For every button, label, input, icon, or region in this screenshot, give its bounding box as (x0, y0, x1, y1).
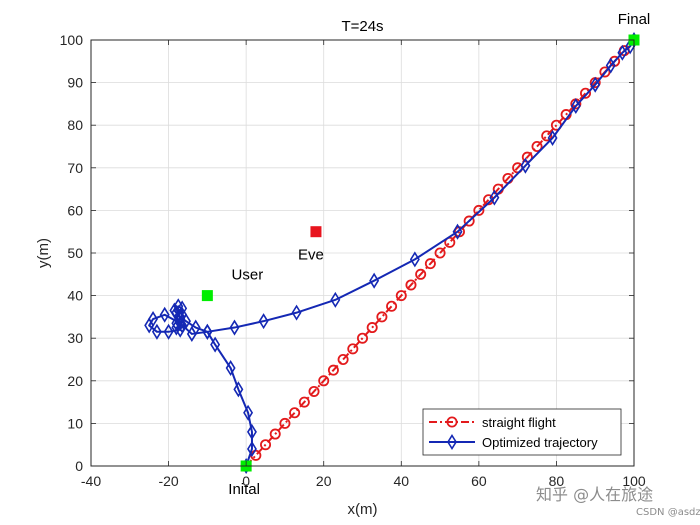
straight-flight-marker (386, 300, 398, 312)
optimized-trajectory-marker (210, 336, 221, 353)
optimized-trajectory-marker (330, 291, 341, 308)
legend: straight flight Optimized trajectory (422, 408, 622, 456)
y-tick-label: 80 (67, 117, 83, 133)
straight-flight-marker (541, 130, 553, 142)
straight-flight-marker (298, 396, 310, 408)
chart-title: T=24s (341, 18, 383, 35)
straight-flight-marker (463, 215, 475, 227)
straight-flight-marker (473, 204, 485, 216)
straight-flight-marker (415, 268, 427, 280)
point-label-final: Final (618, 11, 651, 28)
optimized-trajectory-marker (148, 311, 159, 328)
x-tick-label: 60 (471, 473, 487, 489)
legend-marker-optimized (447, 433, 457, 451)
optimized-trajectory-marker (175, 315, 186, 332)
optimized-trajectory-marker (151, 323, 162, 340)
optimized-trajectory-marker (409, 251, 420, 268)
optimized-trajectory-marker (159, 306, 170, 323)
straight-flight-marker (269, 428, 281, 440)
y-axis-label: y(m) (35, 238, 52, 268)
straight-flight-marker (531, 140, 543, 152)
x-tick-label: 0 (242, 473, 250, 489)
y-tick-label: 60 (67, 202, 83, 218)
optimized-trajectory-marker (547, 129, 558, 146)
y-tick-label: 100 (60, 32, 84, 48)
optimized-trajectory-marker (229, 319, 240, 336)
x-tick-label: 20 (316, 473, 332, 489)
optimized-trajectory-marker (246, 423, 257, 440)
x-axis-label: x(m) (348, 501, 378, 518)
optimized-trajectory-marker (489, 189, 500, 206)
legend-marker-straight (446, 416, 458, 428)
x-tick-label: 80 (549, 473, 565, 489)
y-tick-label: 40 (67, 288, 83, 304)
point-label-inital: Inital (228, 481, 260, 498)
optimized-trajectory-marker (369, 272, 380, 289)
optimized-trajectory-marker (590, 76, 601, 93)
optimized-trajectory-marker (169, 302, 180, 319)
watermark-main: 知乎 @人在旅途 (536, 485, 653, 504)
straight-flight-marker (279, 417, 291, 429)
x-tick-label: 100 (622, 473, 646, 489)
straight-flight-marker (395, 290, 407, 302)
x-tick-label: -40 (81, 473, 101, 489)
y-tick-label: 70 (67, 160, 83, 176)
optimized-trajectory-marker (246, 440, 257, 457)
straight-flight-marker (347, 343, 359, 355)
straight-flight-marker (376, 311, 388, 323)
optimized-trajectory-marker (452, 223, 463, 240)
legend-box (422, 408, 622, 456)
optimized-trajectory-marker (258, 313, 269, 330)
optimized-trajectory-marker (605, 57, 616, 74)
optimized-trajectory-marker (175, 311, 186, 328)
optimized-trajectory-marker (291, 304, 302, 321)
y-tick-label: 0 (75, 458, 83, 474)
straight-flight-marker (424, 258, 436, 270)
legend-label-straight: straight flight (482, 415, 556, 430)
straight-flight-marker (260, 439, 272, 451)
y-tick-label: 50 (67, 245, 83, 261)
series-layer (144, 31, 640, 475)
point-label-user: User (232, 267, 264, 284)
y-tick-label: 20 (67, 373, 83, 389)
point-marker-eve (310, 226, 322, 238)
optimized-trajectory-marker (243, 404, 254, 421)
straight-flight-marker (599, 66, 611, 78)
straight-flight-marker (308, 385, 320, 397)
optimized-trajectory-marker (570, 98, 581, 115)
straight-flight-marker (366, 322, 378, 334)
y-tick-label: 10 (67, 415, 83, 431)
straight-flight-marker (580, 87, 592, 99)
x-tick-label: 40 (393, 473, 409, 489)
optimized-trajectory-marker (186, 325, 197, 342)
optimized-trajectory-marker (617, 44, 628, 61)
optimized-trajectory-marker (175, 321, 186, 338)
straight-flight-marker (337, 353, 349, 365)
straight-flight-marker (289, 407, 301, 419)
ticks-layer: -40 -20 0 20 40 60 80 100 0 10 20 30 40 50 60 70 80 90 100 (60, 32, 646, 489)
x-tick-label: -20 (158, 473, 178, 489)
optimized-trajectory-marker (225, 360, 236, 377)
watermark-sub: CSDN @asdzdf (636, 507, 700, 518)
legend-label-optimized: Optimized trajectory (482, 435, 598, 450)
straight-flight-marker (327, 364, 339, 376)
y-tick-label: 90 (67, 75, 83, 91)
optimized-trajectory-marker (520, 157, 531, 174)
y-tick-label: 30 (67, 330, 83, 346)
straight-flight-marker (318, 375, 330, 387)
straight-flight-marker (434, 247, 446, 259)
point-label-eve: Eve (298, 247, 324, 264)
point-marker-user (201, 290, 213, 302)
straight-flight-marker (356, 332, 368, 344)
optimized-trajectory-marker (233, 381, 244, 398)
optimized-trajectory-marker (163, 323, 174, 340)
straight-flight-marker (405, 279, 417, 291)
optimized-trajectory-marker (202, 323, 213, 340)
